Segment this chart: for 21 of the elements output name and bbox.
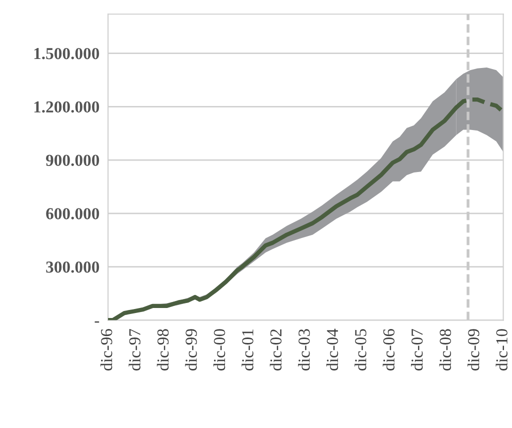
x-tick-label: dic-98 — [156, 329, 169, 370]
x-tick-label: dic-01 — [242, 329, 254, 370]
x-tick-label: dic-04 — [326, 328, 338, 370]
x-tick-label: dic-05 — [354, 329, 366, 370]
x-tick-label: dic-10 — [496, 329, 508, 370]
x-tick-label: dic-02 — [270, 329, 282, 370]
x-tick-label: dic-99 — [185, 329, 197, 370]
x-tick-label: dic-07 — [411, 328, 423, 370]
y-tick-label: 1.500.000 — [34, 48, 100, 60]
y-tick-label: 600.000 — [46, 208, 100, 220]
y-tick-label: 900.000 — [46, 154, 100, 166]
x-tick-label: dic-09 — [468, 329, 480, 370]
x-tick-label: dic-00 — [213, 329, 226, 370]
y-tick-label: 300.000 — [46, 261, 100, 273]
y-tick-label: 1.200.000 — [34, 101, 100, 113]
x-tick-label: dic-97 — [128, 328, 140, 370]
y-tick-label: - — [94, 321, 100, 323]
x-tick-label: dic-96 — [100, 328, 112, 370]
x-tick-label: dic-08 — [439, 329, 452, 370]
x-tick-label: dic-03 — [298, 329, 310, 370]
x-tick-label: dic-06 — [382, 328, 395, 370]
